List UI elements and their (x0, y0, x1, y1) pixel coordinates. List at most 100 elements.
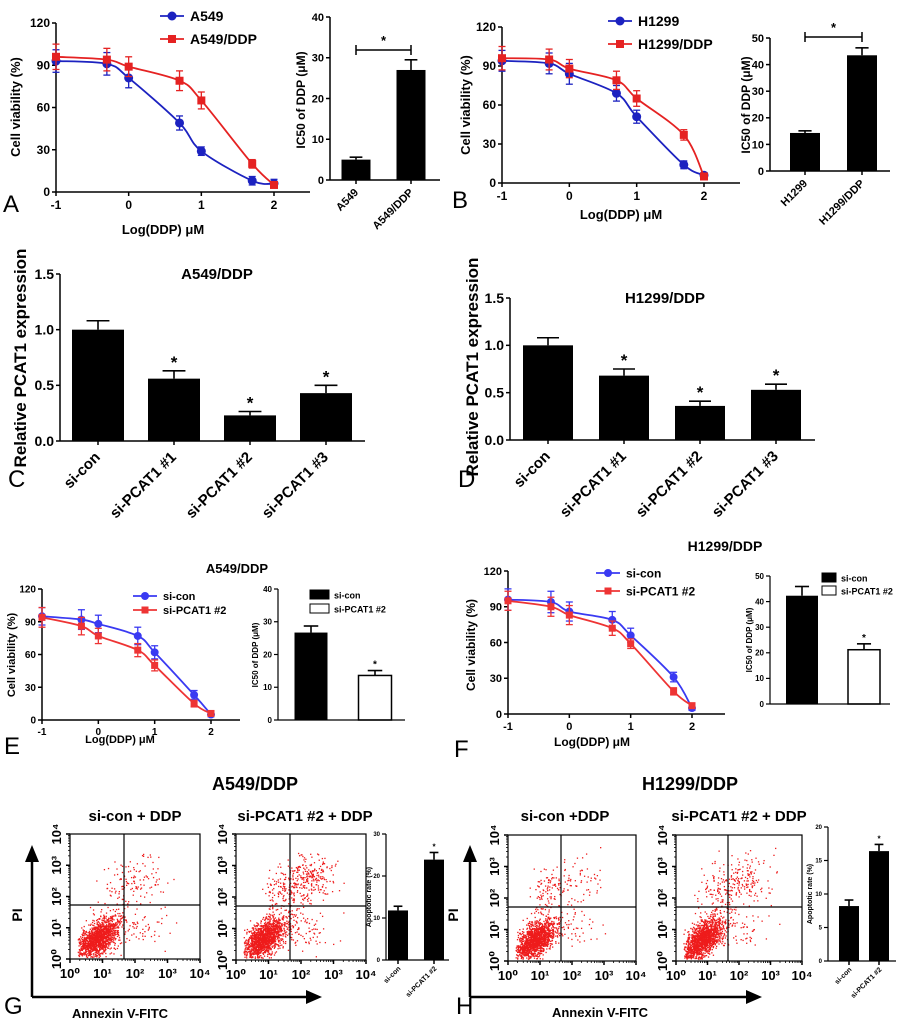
event-point (531, 946, 533, 949)
y-tick-label: 120 (30, 16, 50, 30)
event-point (97, 928, 99, 930)
event-point (99, 947, 101, 949)
event-point (317, 889, 320, 891)
event-point (80, 949, 82, 951)
data-point (565, 611, 573, 619)
event-point (525, 938, 527, 941)
y-tick-label: 30 (490, 673, 502, 685)
event-point (89, 906, 92, 909)
event-point (268, 877, 270, 879)
event-point (282, 899, 285, 902)
event-point (100, 942, 103, 944)
event-point (273, 947, 276, 949)
event-point (272, 922, 274, 924)
event-point (246, 942, 248, 944)
legend-label: A549/DDP (190, 31, 257, 47)
legend-marker-icon (616, 40, 624, 48)
event-point (107, 944, 109, 946)
event-point (107, 926, 110, 928)
event-point (540, 942, 543, 944)
event-point (520, 955, 523, 957)
event-point (136, 863, 139, 865)
event-point (283, 923, 285, 926)
event-point (252, 954, 254, 956)
event-point (116, 935, 119, 938)
event-point (310, 864, 312, 867)
event-point (275, 902, 277, 905)
event-point (258, 945, 260, 947)
y-tick-label: 10¹ (215, 919, 230, 938)
event-point (122, 924, 124, 926)
event-point (96, 935, 98, 938)
event-point (104, 946, 106, 949)
event-point (259, 931, 262, 933)
event-point (263, 944, 266, 946)
event-point (245, 954, 247, 956)
event-point (89, 953, 92, 956)
bar (675, 405, 725, 440)
event-point (253, 947, 256, 950)
event-point (521, 941, 523, 943)
event-point (108, 945, 110, 947)
event-point (296, 891, 299, 893)
event-point (89, 940, 91, 942)
event-point (290, 878, 292, 880)
event-point (97, 930, 99, 933)
legend-swatch-icon (309, 603, 330, 614)
event-point (88, 945, 90, 948)
event-point (94, 927, 96, 929)
event-point (267, 918, 270, 920)
event-point (157, 883, 159, 886)
event-point (304, 870, 307, 873)
event-point (117, 932, 119, 934)
event-point (275, 883, 277, 885)
event-point (309, 864, 311, 866)
event-point (296, 921, 298, 923)
event-point (152, 876, 155, 879)
event-point (291, 897, 293, 899)
event-point (156, 879, 158, 881)
event-point (139, 932, 141, 934)
event-point (254, 957, 256, 959)
event-point (99, 934, 101, 936)
event-point (93, 931, 95, 933)
event-point (139, 879, 141, 881)
event-point (256, 933, 258, 936)
event-point (258, 928, 260, 930)
event-point (285, 941, 287, 943)
category-label: si-PCAT1 #1 (107, 449, 180, 522)
event-point (276, 928, 278, 930)
event-point (283, 942, 285, 944)
event-point (276, 919, 278, 921)
event-point (544, 932, 546, 935)
event-point (90, 942, 92, 944)
event-point (264, 925, 266, 927)
event-point (91, 932, 93, 934)
y-tick-label: 120 (476, 20, 496, 34)
legend-marker-icon (141, 606, 149, 614)
event-point (263, 951, 266, 954)
event-point (250, 942, 252, 944)
event-point (267, 921, 269, 924)
plot-title: si-con +DDP (521, 808, 610, 825)
event-point (259, 944, 261, 947)
event-point (277, 930, 279, 933)
event-point (274, 924, 276, 927)
event-point (282, 887, 284, 890)
event-point (106, 932, 108, 935)
event-point (265, 949, 267, 951)
event-point (313, 928, 315, 930)
event-point (316, 943, 318, 945)
flow-x-label: Annexin V-FITC (72, 1006, 169, 1021)
event-point (248, 948, 250, 951)
event-point (274, 917, 277, 919)
event-point (102, 933, 105, 935)
event-point (286, 928, 288, 930)
event-point (311, 876, 314, 879)
event-point (275, 930, 277, 933)
event-point (265, 939, 267, 941)
event-point (116, 922, 118, 924)
event-point (255, 948, 257, 950)
event-point (271, 923, 273, 925)
event-point (306, 879, 308, 881)
